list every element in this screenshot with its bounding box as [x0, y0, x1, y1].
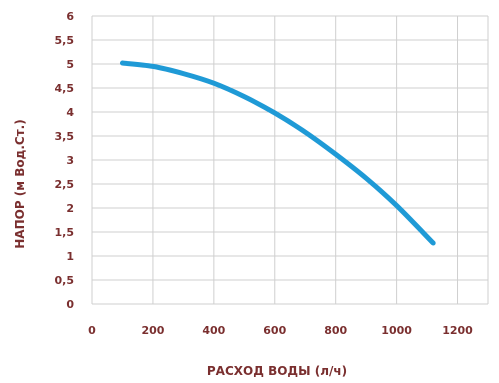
y-tick-label: 3,5: [55, 130, 75, 143]
y-axis-title: НАПОР (м Вод.Ст.): [13, 119, 27, 248]
y-tick-label: 0: [66, 298, 74, 311]
y-axis-ticks: 0 0,5 1 1,5 2 2,5 3 3,5 4 4,5 5 5,5 6: [55, 10, 75, 311]
y-tick-label: 0,5: [55, 274, 75, 287]
y-tick-label: 3: [66, 154, 74, 167]
grid: [91, 15, 489, 305]
y-tick-label: 2: [66, 202, 74, 215]
y-tick-label: 5,5: [55, 34, 75, 47]
x-tick-label: 1000: [381, 324, 412, 337]
x-axis-title: РАСХОД ВОДЫ (л/ч): [207, 364, 347, 378]
x-axis-ticks: 0 200 400 600 800 1000 1200: [88, 324, 473, 337]
x-tick-label: 400: [202, 324, 225, 337]
series-line: [119, 60, 436, 246]
series-layer: [119, 60, 436, 246]
x-tick-label: 600: [263, 324, 286, 337]
x-tick-label: 200: [141, 324, 164, 337]
y-tick-label: 5: [66, 58, 74, 71]
y-tick-label: 6: [66, 10, 74, 23]
x-tick-label: 800: [324, 324, 347, 337]
y-tick-label: 2,5: [55, 178, 75, 191]
x-tick-label: 1200: [442, 324, 473, 337]
y-tick-label: 4: [66, 106, 74, 119]
y-tick-label: 4,5: [55, 82, 75, 95]
y-tick-label: 1,5: [55, 226, 75, 239]
y-tick-label: 1: [66, 250, 74, 263]
x-tick-label: 0: [88, 324, 96, 337]
